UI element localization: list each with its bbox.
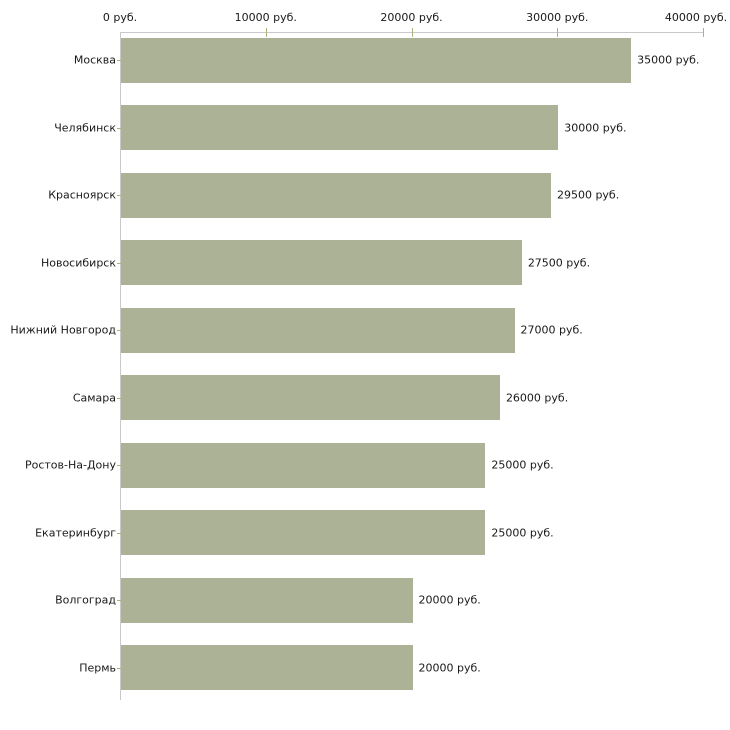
category-tick-mark — [117, 600, 123, 602]
value-label: 25000 руб. — [491, 526, 554, 540]
value-label: 27000 руб. — [520, 323, 583, 337]
category-label: Волгоград — [55, 593, 116, 607]
value-label: 26000 руб. — [505, 391, 569, 405]
category-label: Красноярск — [48, 188, 116, 202]
value-label: 20000 руб. — [418, 661, 481, 675]
x-axis-tick-label: 20000 руб. — [380, 11, 443, 24]
category-tick-mark — [117, 60, 123, 61]
bar-4 — [121, 240, 522, 286]
category-tick-mark — [117, 397, 123, 399]
category-tick-mark — [117, 262, 123, 264]
value-label: 20000 руб. — [418, 593, 481, 607]
bar-6 — [121, 375, 500, 421]
bar-2 — [121, 105, 559, 151]
category-label: Москва — [73, 53, 116, 67]
bar-8 — [121, 510, 486, 556]
bar-9 — [121, 577, 413, 623]
x-axis-tick-mark — [265, 28, 267, 37]
y-axis-spine — [120, 32, 121, 700]
bar-1 — [121, 37, 632, 83]
value-label: 30000 руб. — [564, 121, 627, 135]
x-axis-tick-label: 30000 руб. — [526, 11, 589, 24]
x-axis-tick-mark — [411, 28, 413, 37]
value-label: 29500 руб. — [556, 188, 620, 202]
value-label: 25000 руб. — [491, 458, 554, 472]
category-tick-mark — [117, 667, 123, 669]
x-axis-tick-mark — [703, 28, 704, 37]
bar-5 — [121, 307, 515, 353]
x-axis-tick-mark — [557, 28, 559, 37]
category-tick-mark — [117, 195, 123, 197]
category-label: Пермь — [79, 661, 116, 675]
x-axis-tick-label: 10000 руб. — [234, 11, 297, 24]
bar-10 — [121, 645, 413, 691]
x-axis-tick-label: 40000 руб. — [664, 11, 728, 24]
category-tick-mark — [117, 532, 123, 534]
category-label: Челябинск — [54, 121, 116, 135]
category-label: Ростов-На-Дону — [24, 458, 116, 472]
category-label: Екатеринбург — [35, 526, 116, 540]
value-label: 35000 руб. — [637, 53, 700, 67]
category-label: Нижний Новгород — [10, 323, 116, 337]
category-tick-mark — [117, 465, 123, 467]
x-axis-tick-label: 0 руб. — [102, 11, 138, 24]
category-tick-mark — [117, 127, 123, 129]
value-label: 27500 руб. — [527, 256, 591, 270]
bar-7 — [121, 442, 486, 488]
bar-3 — [121, 172, 551, 218]
category-label: Новосибирск — [40, 256, 116, 270]
category-tick-mark — [117, 330, 123, 332]
category-label: Самара — [72, 391, 116, 405]
